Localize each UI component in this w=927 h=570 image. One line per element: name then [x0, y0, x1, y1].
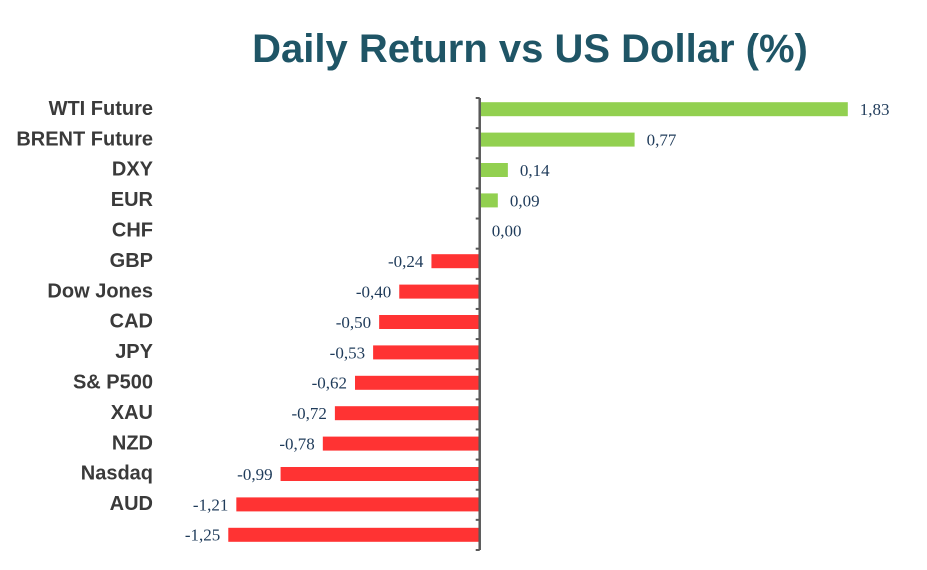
bar: [373, 345, 480, 360]
bar: [322, 436, 480, 451]
bar: [355, 375, 480, 390]
bar: [236, 497, 480, 512]
bar: [479, 102, 848, 117]
category-label: BRENT Future: [16, 128, 153, 150]
category-label: AUD: [110, 493, 153, 515]
bar: [228, 527, 480, 542]
category-label: Nasdaq: [81, 463, 153, 485]
category-label: Dow Jones: [47, 280, 153, 302]
category-label: CAD: [110, 311, 153, 333]
category-label: XAU: [111, 402, 153, 424]
category-label: EUR: [111, 189, 154, 211]
value-label: -0,40: [356, 283, 391, 302]
value-label: 0,00: [492, 222, 522, 241]
category-label: WTI Future: [49, 98, 153, 120]
value-label: -0,53: [330, 343, 365, 362]
value-label: -0,62: [312, 374, 347, 393]
bar: [280, 467, 480, 481]
value-label: -0,78: [279, 435, 314, 454]
value-label: -0,99: [237, 465, 272, 484]
bar: [399, 284, 480, 299]
category-label: DXY: [112, 159, 154, 181]
value-label: -0,50: [336, 313, 371, 332]
value-label: 0,14: [520, 161, 550, 180]
value-label: -0,72: [291, 404, 326, 423]
value-label: 1,83: [860, 100, 890, 119]
value-label: -1,25: [185, 526, 220, 545]
category-label: GBP: [110, 250, 153, 272]
category-label: JPY: [115, 341, 153, 363]
category-label: NZD: [112, 432, 153, 454]
bar: [334, 406, 480, 421]
bar: [479, 193, 498, 208]
value-label: -0,24: [388, 252, 424, 271]
bar: [479, 163, 508, 177]
value-label: 0,09: [510, 191, 540, 210]
category-label: S& P500: [73, 371, 153, 393]
bar: [431, 254, 480, 269]
chart-title: Daily Return vs US Dollar (%): [252, 27, 808, 71]
category-label: CHF: [112, 219, 153, 241]
value-label: -1,21: [193, 495, 228, 514]
value-label: 0,77: [647, 131, 677, 150]
bar: [479, 132, 635, 147]
bar: [379, 315, 480, 329]
